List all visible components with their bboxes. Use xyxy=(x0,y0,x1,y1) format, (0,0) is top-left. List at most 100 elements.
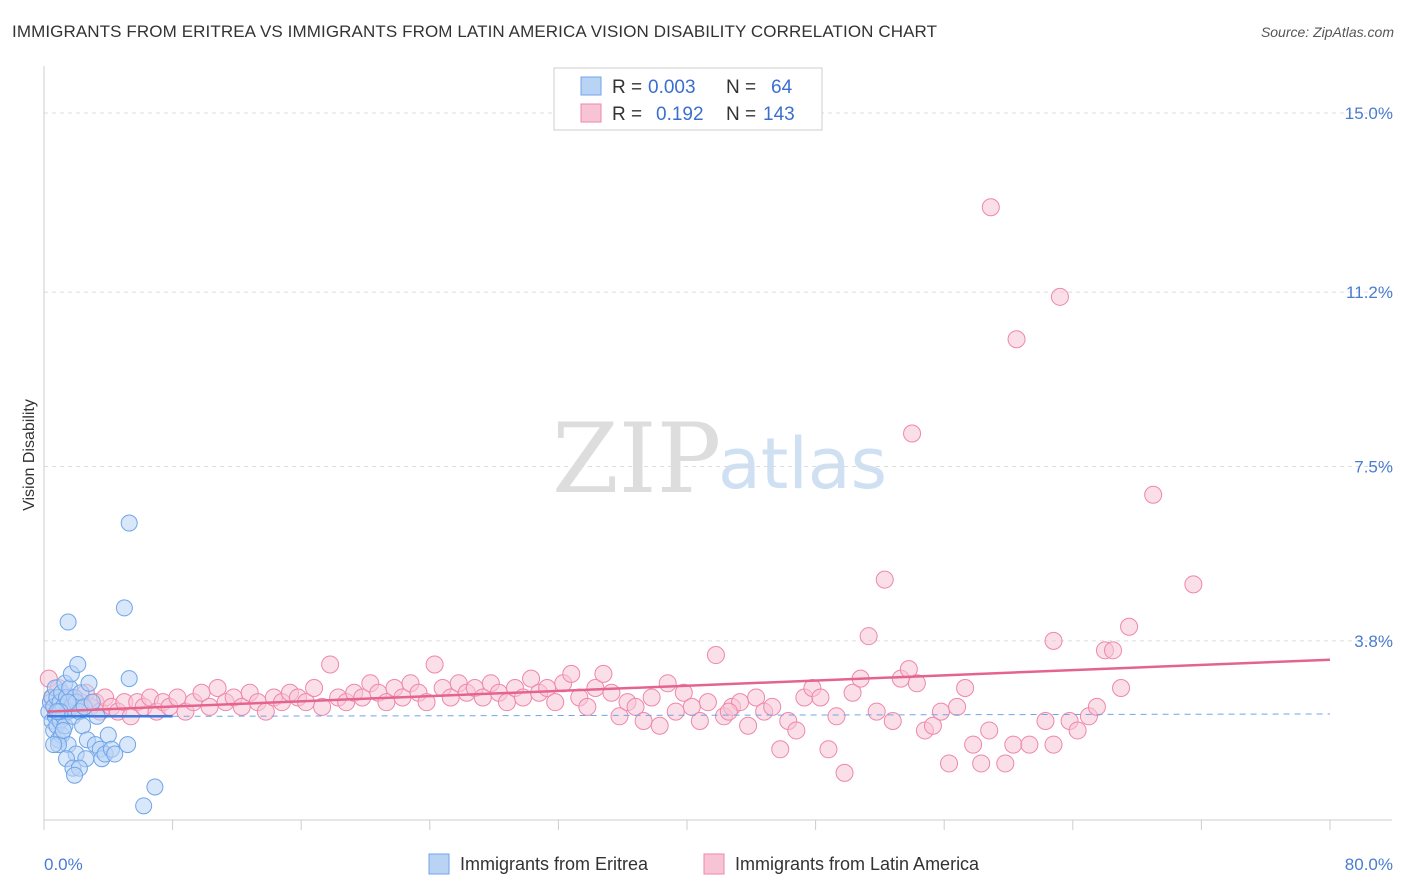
point-latin-america xyxy=(698,693,717,712)
point-latin-america xyxy=(883,712,902,731)
source-label: Source: ZipAtlas.com xyxy=(1260,24,1394,40)
point-eritrea xyxy=(80,674,98,692)
gridlines xyxy=(44,112,1392,642)
legend-n-value-latin-america: 143 xyxy=(763,104,795,125)
trend-line-latin-america xyxy=(47,658,1331,713)
point-eritrea xyxy=(135,797,153,815)
point-latin-america xyxy=(674,683,693,702)
point-latin-america xyxy=(1007,330,1026,349)
point-latin-america xyxy=(923,716,942,735)
point-eritrea xyxy=(45,736,63,754)
point-latin-america xyxy=(1020,735,1039,754)
point-latin-america xyxy=(610,707,629,726)
point-latin-america xyxy=(859,627,878,646)
point-latin-america xyxy=(706,646,725,665)
point-latin-america xyxy=(747,688,766,707)
point-latin-america xyxy=(980,721,999,740)
legend-r-label-latin-america: R = xyxy=(612,104,642,125)
point-eritrea xyxy=(74,717,92,735)
legend-n-label-latin-america: N = xyxy=(726,104,756,125)
point-latin-america xyxy=(1004,735,1023,754)
point-latin-america xyxy=(771,740,790,759)
point-latin-america xyxy=(522,669,541,688)
point-latin-america xyxy=(642,688,661,707)
legend-r-value-latin-america: 0.192 xyxy=(656,104,704,125)
point-latin-america xyxy=(1112,679,1131,698)
point-latin-america xyxy=(562,664,581,683)
point-eritrea xyxy=(120,670,138,688)
point-latin-america xyxy=(972,754,991,773)
point-latin-america xyxy=(1087,697,1106,716)
legend-r-value-eritrea: 0.003 xyxy=(648,77,696,98)
series-legend: Immigrants from Eritrea Immigrants from … xyxy=(428,853,980,875)
legend-swatch-eritrea xyxy=(580,76,602,96)
x-tick-label-1: 80.0% xyxy=(1345,855,1393,874)
point-eritrea xyxy=(120,514,138,532)
watermark: ZIP atlas xyxy=(552,403,887,515)
point-latin-america xyxy=(425,655,444,674)
point-latin-america xyxy=(940,754,959,773)
legend-swatch-latin-america xyxy=(580,103,602,123)
point-latin-america xyxy=(1144,485,1163,504)
point-latin-america xyxy=(739,716,758,735)
point-latin-america xyxy=(594,664,613,683)
watermark-atlas: atlas xyxy=(718,423,887,505)
point-latin-america xyxy=(787,721,806,740)
point-latin-america xyxy=(1044,735,1063,754)
trend-lines xyxy=(47,658,1331,718)
point-eritrea xyxy=(83,693,101,711)
y-tick-label-0: 3.8% xyxy=(1354,632,1393,651)
point-latin-america xyxy=(981,198,1000,217)
point-latin-america xyxy=(835,763,854,782)
point-latin-america xyxy=(200,697,219,716)
point-latin-america xyxy=(602,683,621,702)
point-latin-america xyxy=(719,702,738,721)
point-latin-america xyxy=(903,424,922,443)
y-axis-label: Vision Disability xyxy=(21,399,38,511)
point-eritrea xyxy=(54,721,72,739)
point-eritrea xyxy=(69,655,87,673)
legend-n-value-eritrea: 64 xyxy=(771,77,793,98)
point-latin-america xyxy=(305,679,324,698)
y-tick-label-2: 11.2% xyxy=(1346,283,1393,302)
point-latin-america xyxy=(931,702,950,721)
point-eritrea xyxy=(119,736,137,754)
point-latin-america xyxy=(1044,631,1063,650)
point-latin-america xyxy=(417,693,436,712)
trend-line-eritrea-extension xyxy=(172,713,1331,717)
point-latin-america xyxy=(964,735,983,754)
chart-title: IMMIGRANTS FROM ERITREA VS IMMIGRANTS FR… xyxy=(12,22,938,41)
legend-r-label-eritrea: R = xyxy=(612,77,642,98)
x-tick-label-0: 0.0% xyxy=(44,855,83,874)
point-latin-america xyxy=(907,674,926,693)
watermark-zip: ZIP xyxy=(552,403,721,515)
bottom-legend-label-latin-america: Immigrants from Latin America xyxy=(735,854,980,874)
point-latin-america xyxy=(578,697,597,716)
point-latin-america xyxy=(321,655,340,674)
point-latin-america xyxy=(867,702,886,721)
stats-legend: R = 0.003 N = 64 R = 0.192 N = 143 xyxy=(553,67,823,131)
point-latin-america xyxy=(1036,712,1055,731)
point-latin-america xyxy=(948,697,967,716)
y-tick-label-1: 7.5% xyxy=(1354,457,1393,476)
point-latin-america xyxy=(1120,617,1139,636)
point-latin-america xyxy=(827,707,846,726)
legend-n-label-eritrea: N = xyxy=(726,77,756,98)
point-latin-america xyxy=(690,712,709,731)
point-latin-america xyxy=(1068,721,1087,740)
point-latin-america xyxy=(546,693,565,712)
point-latin-america xyxy=(1050,287,1069,306)
point-eritrea xyxy=(66,766,84,784)
bottom-legend-swatch-latin-america xyxy=(703,853,725,875)
point-latin-america xyxy=(313,697,332,716)
point-latin-america xyxy=(666,702,685,721)
point-eritrea xyxy=(99,726,117,744)
point-latin-america xyxy=(811,688,830,707)
point-eritrea xyxy=(146,778,164,796)
x-tick-labels: 0.0% 80.0% xyxy=(44,855,1393,874)
point-latin-america xyxy=(956,679,975,698)
point-latin-america xyxy=(996,754,1015,773)
point-eritrea xyxy=(106,745,124,763)
point-latin-america xyxy=(819,740,838,759)
